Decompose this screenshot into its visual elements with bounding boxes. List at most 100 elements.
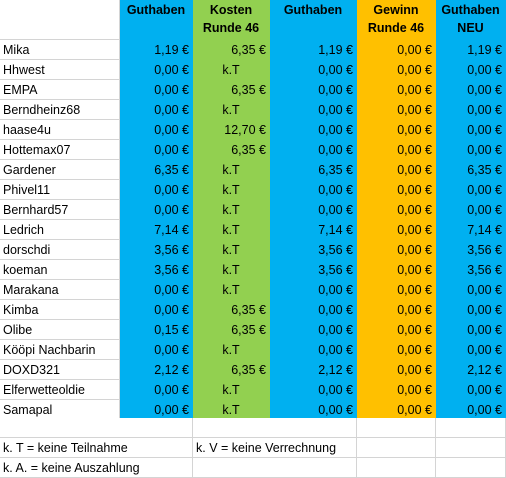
value-cell[interactable]: 6,35 € xyxy=(193,320,270,340)
column-header-3[interactable]: Guthaben xyxy=(270,0,357,40)
value-cell[interactable]: k.T xyxy=(193,100,270,120)
value-cell[interactable]: 0,00 € xyxy=(120,380,193,400)
value-cell[interactable]: 2,12 € xyxy=(270,360,357,380)
row-name-cell[interactable]: Bernhard57 xyxy=(0,200,120,220)
row-name-cell[interactable]: Ledrich xyxy=(0,220,120,240)
value-cell[interactable]: 0,00 € xyxy=(120,180,193,200)
row-name-cell[interactable]: Phivel11 xyxy=(0,180,120,200)
value-cell[interactable]: 0,00 € xyxy=(270,340,357,360)
value-cell[interactable]: k.T xyxy=(193,340,270,360)
value-cell[interactable]: 1,19 € xyxy=(270,40,357,60)
value-cell[interactable]: 0,00 € xyxy=(120,340,193,360)
value-cell[interactable]: 0,00 € xyxy=(270,80,357,100)
empty-cell[interactable] xyxy=(193,418,357,438)
value-cell[interactable]: 6,35 € xyxy=(193,140,270,160)
value-cell[interactable]: 0,00 € xyxy=(436,140,506,160)
value-cell[interactable]: 6,35 € xyxy=(193,80,270,100)
value-cell[interactable]: 0,00 € xyxy=(120,80,193,100)
column-header-2[interactable]: Kosten Runde 46 xyxy=(193,0,270,40)
row-name-cell[interactable]: Marakana xyxy=(0,280,120,300)
row-name-cell[interactable]: Hottemax07 xyxy=(0,140,120,160)
value-cell[interactable]: 0,00 € xyxy=(357,320,436,340)
column-header-5[interactable]: Guthaben NEU xyxy=(436,0,506,40)
value-cell[interactable]: k.T xyxy=(193,400,270,420)
row-name-cell[interactable]: haase4u xyxy=(0,120,120,140)
value-cell[interactable]: 0,00 € xyxy=(357,200,436,220)
value-cell[interactable]: 0,00 € xyxy=(436,320,506,340)
value-cell[interactable]: 0,00 € xyxy=(357,80,436,100)
empty-cell[interactable] xyxy=(357,458,436,478)
value-cell[interactable]: 12,70 € xyxy=(193,120,270,140)
value-cell[interactable]: 0,00 € xyxy=(436,120,506,140)
value-cell[interactable]: k.T xyxy=(193,280,270,300)
row-name-cell[interactable]: Olibe xyxy=(0,320,120,340)
value-cell[interactable]: 0,00 € xyxy=(436,180,506,200)
value-cell[interactable]: 0,00 € xyxy=(436,340,506,360)
value-cell[interactable]: 0,00 € xyxy=(436,300,506,320)
value-cell[interactable]: k.T xyxy=(193,200,270,220)
value-cell[interactable]: 0,00 € xyxy=(120,280,193,300)
value-cell[interactable]: 1,19 € xyxy=(120,40,193,60)
value-cell[interactable]: 0,00 € xyxy=(357,220,436,240)
value-cell[interactable]: 2,12 € xyxy=(120,360,193,380)
empty-cell[interactable] xyxy=(193,438,357,458)
value-cell[interactable]: 0,00 € xyxy=(270,280,357,300)
value-cell[interactable]: 0,00 € xyxy=(357,120,436,140)
row-name-cell[interactable]: Mika xyxy=(0,40,120,60)
value-cell[interactable]: 6,35 € xyxy=(193,360,270,380)
row-name-cell[interactable]: koeman xyxy=(0,260,120,280)
value-cell[interactable]: 0,00 € xyxy=(270,320,357,340)
value-cell[interactable]: 0,00 € xyxy=(436,280,506,300)
empty-cell[interactable] xyxy=(0,438,193,458)
value-cell[interactable]: 3,56 € xyxy=(270,260,357,280)
row-name-cell[interactable]: Berndheinz68 xyxy=(0,100,120,120)
value-cell[interactable]: 3,56 € xyxy=(436,260,506,280)
column-header-1[interactable]: Guthaben xyxy=(120,0,193,40)
value-cell[interactable]: 0,00 € xyxy=(436,400,506,420)
empty-cell[interactable] xyxy=(436,458,506,478)
row-name-cell[interactable]: dorschdi xyxy=(0,240,120,260)
row-name-cell[interactable]: Gardener xyxy=(0,160,120,180)
value-cell[interactable]: k.T xyxy=(193,60,270,80)
value-cell[interactable]: 0,00 € xyxy=(357,180,436,200)
row-name-cell[interactable]: Elferwetteoldie xyxy=(0,380,120,400)
value-cell[interactable]: 0,00 € xyxy=(436,60,506,80)
value-cell[interactable]: 3,56 € xyxy=(436,240,506,260)
value-cell[interactable]: 0,00 € xyxy=(270,180,357,200)
value-cell[interactable]: 0,00 € xyxy=(120,200,193,220)
row-name-cell[interactable]: EMPA xyxy=(0,80,120,100)
value-cell[interactable]: k.T xyxy=(193,220,270,240)
value-cell[interactable]: 3,56 € xyxy=(120,240,193,260)
header-corner-cell[interactable] xyxy=(0,0,120,40)
value-cell[interactable]: 0,00 € xyxy=(357,140,436,160)
value-cell[interactable]: k.T xyxy=(193,380,270,400)
value-cell[interactable]: 6,35 € xyxy=(120,160,193,180)
value-cell[interactable]: 0,00 € xyxy=(357,260,436,280)
value-cell[interactable]: 6,35 € xyxy=(193,300,270,320)
value-cell[interactable]: 0,00 € xyxy=(436,380,506,400)
value-cell[interactable]: 0,00 € xyxy=(357,240,436,260)
empty-cell[interactable] xyxy=(0,418,193,438)
value-cell[interactable]: 0,00 € xyxy=(357,40,436,60)
value-cell[interactable]: 0,00 € xyxy=(436,200,506,220)
column-header-4[interactable]: Gewinn Runde 46 xyxy=(357,0,436,40)
value-cell[interactable]: 6,35 € xyxy=(193,40,270,60)
value-cell[interactable]: 0,00 € xyxy=(357,340,436,360)
row-name-cell[interactable]: Samapal xyxy=(0,400,120,420)
empty-cell[interactable] xyxy=(436,418,506,438)
value-cell[interactable]: 0,00 € xyxy=(270,300,357,320)
value-cell[interactable]: 3,56 € xyxy=(120,260,193,280)
value-cell[interactable]: 0,00 € xyxy=(357,380,436,400)
value-cell[interactable]: 1,19 € xyxy=(436,40,506,60)
value-cell[interactable]: 7,14 € xyxy=(270,220,357,240)
value-cell[interactable]: 0,00 € xyxy=(357,160,436,180)
value-cell[interactable]: 0,00 € xyxy=(357,60,436,80)
value-cell[interactable]: 0,00 € xyxy=(120,100,193,120)
value-cell[interactable]: k.T xyxy=(193,160,270,180)
row-name-cell[interactable]: Hhwest xyxy=(0,60,120,80)
row-name-cell[interactable]: DOXD321 xyxy=(0,360,120,380)
value-cell[interactable]: 2,12 € xyxy=(436,360,506,380)
value-cell[interactable]: 0,00 € xyxy=(270,380,357,400)
value-cell[interactable]: 0,00 € xyxy=(357,100,436,120)
empty-cell[interactable] xyxy=(357,438,436,458)
